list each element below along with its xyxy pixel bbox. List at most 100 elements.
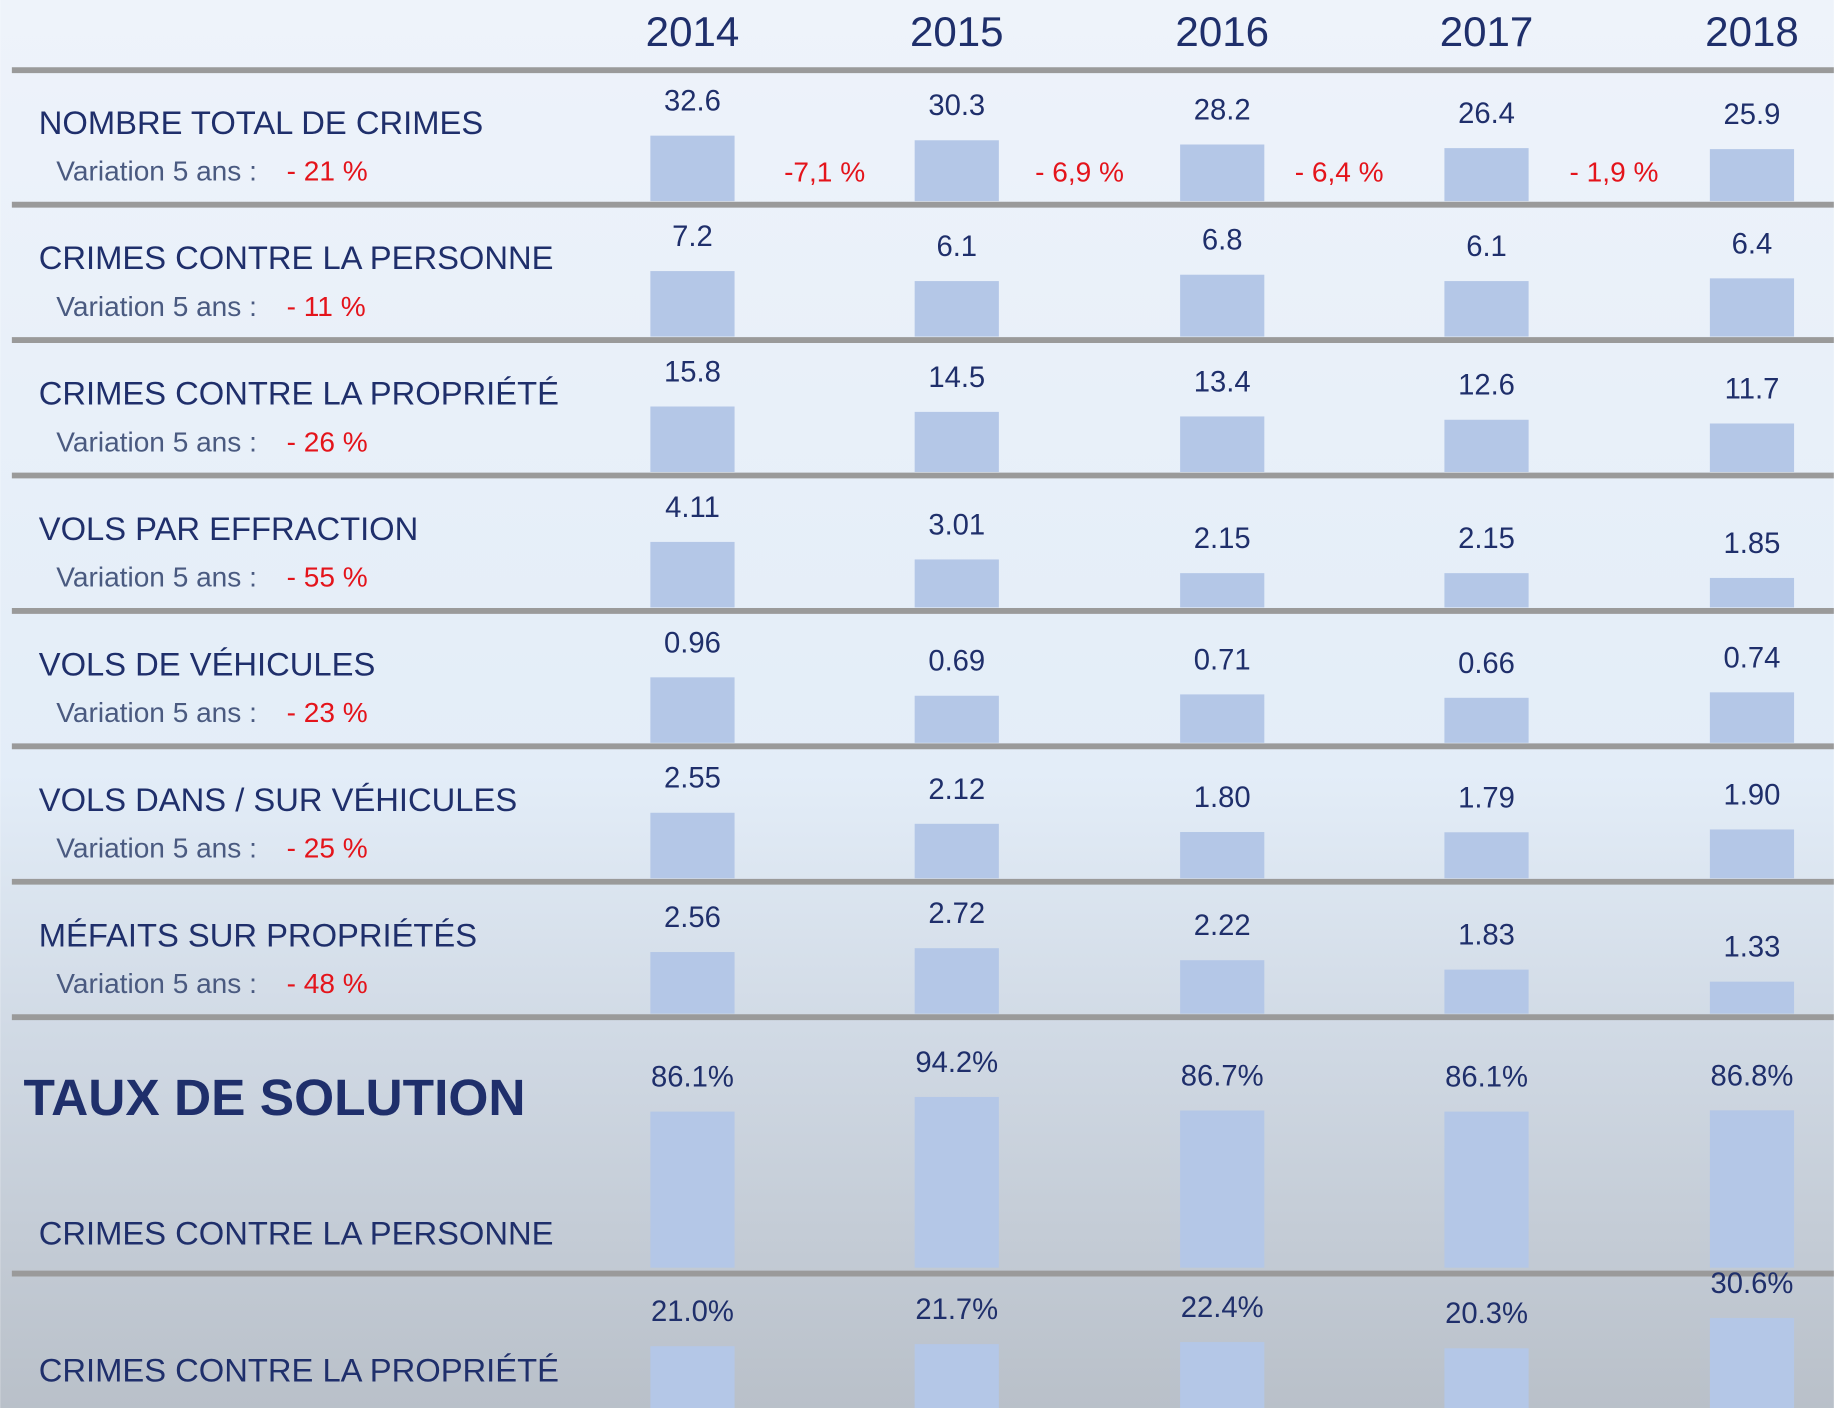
value-label: 11.7	[1725, 373, 1780, 405]
value-label: 1.80	[1194, 782, 1251, 814]
bar	[650, 677, 735, 743]
value-label: 15.8	[664, 356, 721, 388]
variation-value: - 26 %	[287, 426, 368, 457]
bar	[1444, 281, 1529, 337]
bar	[650, 406, 735, 472]
bar	[914, 1096, 999, 1268]
value-label: 12.6	[1458, 370, 1515, 402]
bar	[1709, 278, 1795, 337]
value-label: 2.15	[1194, 523, 1251, 555]
bar	[650, 1346, 735, 1408]
variation-label: Variation 5 ans :	[56, 291, 257, 322]
value-label: 30.3	[928, 90, 985, 122]
value-label: 25.9	[1724, 99, 1781, 131]
value-label: 13.4	[1194, 366, 1251, 398]
value-label: 86.1%	[651, 1062, 734, 1094]
value-label: 86.7%	[1181, 1060, 1264, 1092]
bar	[1709, 692, 1795, 743]
value-label: 20.3%	[1445, 1298, 1528, 1330]
bar	[650, 952, 735, 1014]
bar	[1180, 274, 1265, 337]
bar	[914, 559, 999, 608]
yearly-change: - 1,9 %	[1570, 157, 1659, 188]
value-label: 22.4%	[1181, 1292, 1264, 1324]
bar	[914, 281, 999, 337]
year-label: 2014	[646, 8, 740, 55]
bar	[1444, 697, 1529, 743]
variation-label: Variation 5 ans :	[56, 833, 257, 864]
bar	[914, 948, 999, 1014]
variation-label: Variation 5 ans :	[56, 968, 257, 999]
value-label: 2.22	[1194, 910, 1251, 942]
bar	[1709, 577, 1795, 608]
bar	[1709, 1110, 1795, 1268]
value-label: 1.85	[1724, 528, 1781, 560]
row-label: CRIMES CONTRE LA PROPRIÉTÉ	[39, 1352, 559, 1389]
yearly-change: - 6,4 %	[1295, 157, 1384, 188]
variation-value: - 11 %	[287, 291, 366, 322]
variation-label: Variation 5 ans :	[56, 426, 257, 457]
value-label: 86.1%	[1445, 1062, 1528, 1094]
value-label: 6.4	[1732, 228, 1773, 260]
yearly-change: -7,1 %	[784, 157, 865, 188]
value-label: 21.0%	[651, 1296, 734, 1328]
value-label: 6.1	[936, 231, 977, 263]
bar	[914, 695, 999, 743]
value-label: 1.83	[1458, 920, 1515, 952]
bar	[1444, 148, 1529, 202]
row-label: MÉFAITS SUR PROPRIÉTÉS	[39, 916, 477, 953]
value-label: 4.11	[665, 492, 720, 524]
value-label: 0.74	[1724, 642, 1781, 674]
row-label: NOMBRE TOTAL DE CRIMES	[39, 104, 483, 141]
bar	[1180, 573, 1265, 608]
value-label: 21.7%	[915, 1294, 998, 1326]
bar	[914, 823, 999, 879]
variation-value: - 55 %	[287, 562, 368, 593]
row-label: VOLS PAR EFFRACTION	[39, 510, 419, 547]
value-label: 1.90	[1724, 779, 1781, 811]
bar	[1444, 832, 1529, 879]
value-label: 6.8	[1202, 225, 1243, 257]
bar	[650, 541, 735, 608]
value-label: 2.15	[1458, 523, 1515, 555]
bar	[1444, 1111, 1529, 1268]
value-label: 94.2%	[915, 1047, 998, 1079]
value-label: 1.33	[1724, 932, 1781, 964]
value-label: 28.2	[1194, 94, 1251, 126]
variation-value: - 23 %	[287, 697, 368, 728]
bar	[1180, 1110, 1265, 1268]
bar	[1180, 694, 1265, 743]
year-label: 2017	[1440, 8, 1534, 55]
value-label: 2.12	[928, 774, 985, 806]
value-label: 86.8%	[1711, 1060, 1794, 1092]
variation-value: - 21 %	[287, 155, 368, 186]
value-label: 0.96	[664, 627, 721, 659]
value-label: 0.71	[1194, 644, 1251, 676]
yearly-change: - 6,9 %	[1035, 157, 1124, 188]
value-label: 2.56	[664, 902, 721, 934]
bar	[914, 1344, 999, 1408]
value-label: 32.6	[664, 86, 721, 118]
bar	[1709, 423, 1795, 472]
section-title: TAUX DE SOLUTION	[24, 1068, 526, 1126]
bar	[1444, 419, 1529, 472]
value-label: 0.66	[1458, 648, 1515, 680]
value-label: 0.69	[928, 646, 985, 678]
year-label: 2016	[1175, 8, 1269, 55]
bar	[1709, 1317, 1795, 1408]
bar	[1444, 1348, 1529, 1408]
bar	[1180, 144, 1265, 202]
value-label: 3.01	[928, 509, 985, 541]
bar	[1444, 969, 1529, 1014]
year-label: 2018	[1705, 8, 1799, 55]
value-label: 30.6%	[1711, 1268, 1794, 1300]
row-label: CRIMES CONTRE LA PROPRIÉTÉ	[39, 375, 559, 412]
variation-value: - 48 %	[287, 968, 368, 999]
row-label: CRIMES CONTRE LA PERSONNE	[39, 239, 554, 276]
bar	[1709, 829, 1795, 879]
value-label: 2.72	[928, 898, 985, 930]
bar	[1709, 149, 1795, 202]
variation-label: Variation 5 ans :	[56, 155, 257, 186]
value-label: 2.55	[664, 763, 721, 795]
